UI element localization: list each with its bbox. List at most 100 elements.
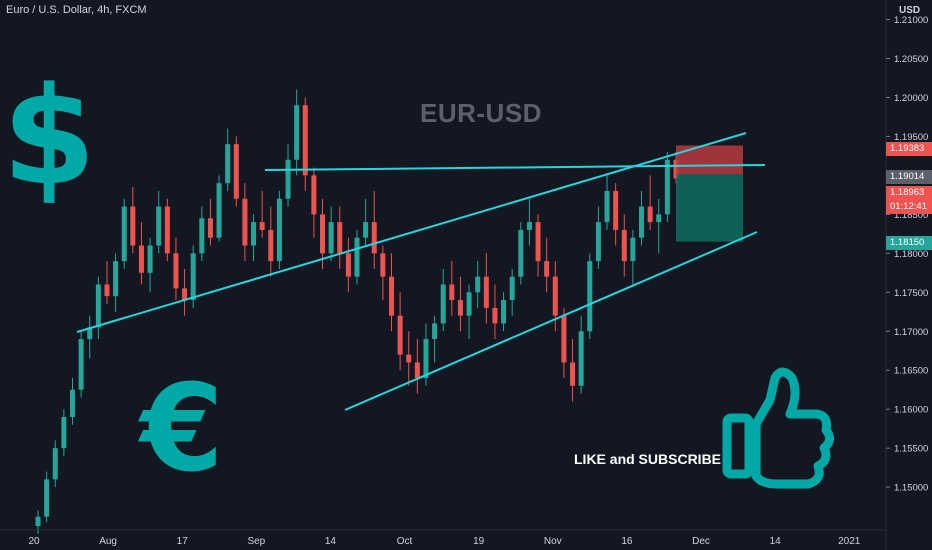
candle-body	[311, 175, 317, 215]
candle-body	[501, 300, 507, 324]
x-tick-label: Oct	[397, 536, 413, 547]
candle-body	[492, 307, 498, 324]
candle-body	[233, 144, 239, 199]
candle-body	[595, 222, 601, 262]
candle-body	[182, 288, 188, 301]
svg-text:€: €	[137, 360, 224, 499]
y-tick-label: 1.21000	[894, 15, 928, 26]
svg-text:$: $	[2, 58, 96, 215]
candle-body	[345, 253, 351, 277]
candle-body	[199, 218, 205, 254]
candle-body	[423, 339, 429, 379]
candle-body	[259, 222, 265, 230]
candle-body	[363, 222, 369, 238]
currency-label: USD	[899, 5, 921, 16]
trendline-channel-upper	[76, 132, 747, 333]
candle-body	[570, 362, 576, 386]
candle-body	[613, 190, 619, 230]
x-tick-label: 20	[28, 536, 40, 547]
candle-body	[44, 479, 50, 517]
candle-body	[587, 261, 593, 332]
candle-body	[656, 214, 662, 223]
x-tick-label: Sep	[247, 536, 265, 547]
y-tick-label: 1.16000	[894, 405, 928, 416]
x-tick-label: 16	[621, 536, 633, 547]
candle-body	[432, 323, 438, 340]
x-tick-label: 14	[325, 536, 337, 547]
candle-body	[578, 331, 584, 386]
y-tick-label: 1.20000	[894, 93, 928, 104]
candle-body	[475, 276, 481, 293]
y-tick-label: 1.18000	[894, 249, 928, 260]
trendline-resistance	[264, 164, 766, 171]
x-tick-label: 14	[770, 536, 782, 547]
thumbs-up-icon	[722, 367, 834, 489]
candle-body	[61, 416, 67, 449]
time-axis: 20 Aug 17 Sep 14 Oct 19 Nov 16 Dec 14 2021	[0, 529, 886, 547]
y-tick-label: 1.15000	[894, 483, 928, 494]
x-tick-label: Aug	[99, 536, 117, 547]
candle-body	[328, 222, 334, 254]
y-tick-label: 1.17000	[894, 327, 928, 338]
stop-price-badge: 1.19383	[886, 142, 932, 156]
ticker-watermark: EUR-USD	[420, 98, 542, 128]
candle-body	[414, 362, 420, 379]
x-tick-label: 2021	[838, 536, 861, 547]
position-zones	[676, 145, 743, 242]
candle-body	[95, 284, 101, 328]
candle-body	[664, 159, 670, 215]
candle-body	[251, 222, 257, 246]
candle-body	[302, 105, 308, 176]
candle-body	[380, 253, 386, 277]
candle-body	[225, 144, 231, 184]
candle-body	[242, 198, 248, 246]
candle-body	[69, 389, 75, 417]
candle-body	[526, 222, 532, 230]
candle-body	[130, 206, 136, 246]
candle-body	[647, 206, 653, 223]
candle-body	[268, 229, 274, 262]
candle-body	[87, 327, 93, 340]
price-axis: 1.210001.205001.200001.195001.190001.185…	[885, 0, 928, 550]
candle-body	[639, 206, 645, 238]
candle-body	[466, 292, 472, 316]
candle-body	[138, 245, 144, 273]
candle-body	[354, 237, 360, 277]
candle-body	[397, 315, 403, 355]
candle-body	[285, 159, 291, 199]
candle-body	[561, 315, 567, 363]
candle-body	[164, 206, 170, 254]
symbol-title: Euro / U.S. Dollar, 4h, FXCM	[6, 4, 147, 16]
y-tick-label: 1.17500	[894, 288, 928, 299]
candle-body	[406, 354, 412, 363]
candle-body	[440, 284, 446, 324]
x-tick-label: 19	[473, 536, 485, 547]
candle-body	[388, 276, 394, 316]
candle-body	[190, 253, 196, 301]
candle-body	[337, 222, 343, 254]
candle-body	[320, 214, 326, 254]
y-tick-label: 1.18500	[894, 210, 928, 221]
candle-series	[35, 89, 679, 534]
candle-body	[371, 222, 377, 254]
current-price-badge: 1.18963	[886, 186, 932, 200]
euro-sign-icon: €	[137, 360, 224, 499]
dollar-sign-icon: $	[2, 58, 96, 215]
candle-body	[147, 245, 153, 273]
candle-body	[509, 276, 515, 301]
candle-body	[52, 448, 58, 480]
candle-body	[457, 300, 463, 316]
x-tick-label: Nov	[544, 536, 562, 547]
candle-body	[276, 198, 282, 262]
candle-body	[113, 261, 119, 297]
take-profit-zone	[676, 174, 743, 242]
candle-body	[630, 237, 636, 262]
candle-body	[216, 183, 222, 238]
y-tick-label: 1.19500	[894, 132, 928, 143]
candle-body	[604, 190, 610, 223]
candle-body	[207, 218, 213, 238]
candle-body	[294, 105, 300, 160]
candle-body	[483, 276, 489, 308]
candle-body	[78, 339, 84, 390]
